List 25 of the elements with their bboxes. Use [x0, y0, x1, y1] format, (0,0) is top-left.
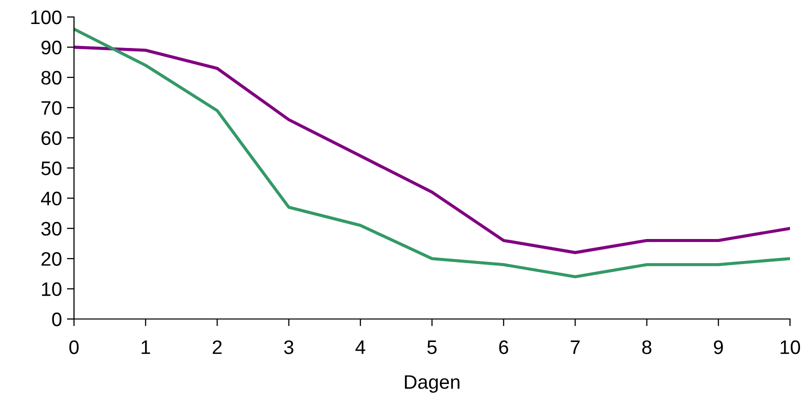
y-tick-label: 30	[41, 222, 62, 236]
x-tick-label: 4	[355, 340, 366, 354]
x-tick-label: 8	[642, 340, 652, 354]
x-tick-label: 10	[780, 340, 800, 354]
x-tick-label: 7	[570, 340, 580, 354]
y-tick-label: 40	[41, 192, 62, 206]
line-series	[74, 28, 790, 278]
y-tick-label: 100	[31, 10, 62, 24]
line-series	[74, 46, 790, 254]
y-tick-label: 70	[42, 101, 62, 115]
x-tick-label: 3	[284, 340, 294, 354]
x-axis-title: Dagen	[404, 375, 460, 393]
y-tick-label: 50	[41, 161, 62, 176]
x-tick-label: 0	[69, 340, 79, 354]
y-tick-label: 60	[42, 131, 62, 146]
y-tick-label: 0	[52, 312, 62, 326]
x-tick-label: 1	[142, 340, 150, 354]
x-tick-label: 5	[427, 340, 437, 354]
x-tick-label: 6	[499, 340, 508, 354]
x-tick-label: 9	[714, 340, 723, 354]
x-tick-label: 2	[212, 340, 222, 354]
y-tick-label: 20	[42, 252, 62, 266]
y-tick-label: 80	[41, 70, 62, 85]
y-tick-label: 10	[42, 282, 62, 296]
y-tick-label: 90	[41, 40, 62, 54]
